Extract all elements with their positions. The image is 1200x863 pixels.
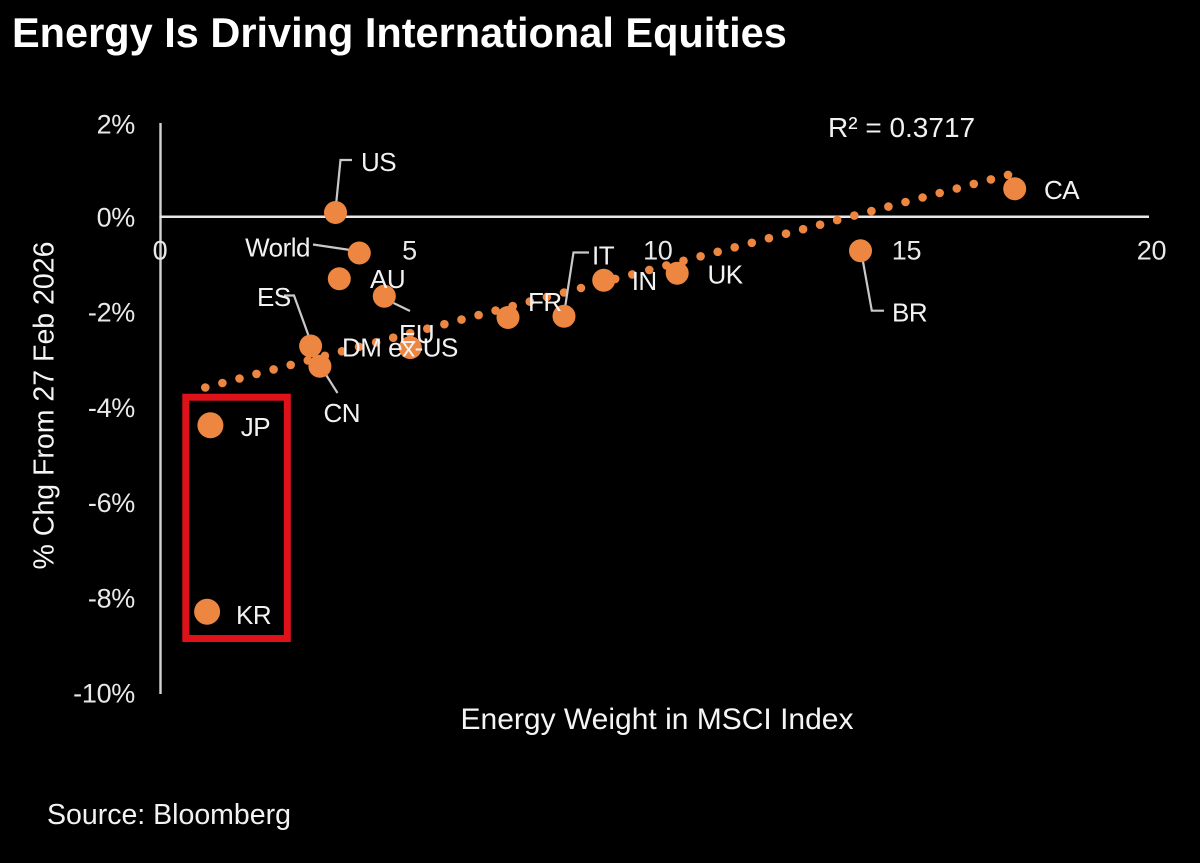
svg-text:CA: CA (1044, 175, 1080, 205)
svg-text:BR: BR (892, 298, 927, 328)
svg-text:-10%: -10% (73, 679, 135, 709)
svg-text:Source: Bloomberg: Source: Bloomberg (47, 799, 291, 831)
svg-text:% Chg From 27 Feb 2026: % Chg From 27 Feb 2026 (29, 242, 61, 570)
svg-text:-4%: -4% (88, 393, 135, 423)
svg-text:IT: IT (592, 241, 615, 271)
svg-text:DM ex-US: DM ex-US (342, 333, 458, 363)
svg-text:UK: UK (708, 260, 744, 290)
svg-text:KR: KR (236, 600, 271, 630)
svg-text:15: 15 (892, 236, 921, 266)
svg-text:-8%: -8% (88, 584, 135, 614)
svg-text:World: World (245, 233, 310, 263)
svg-text:10: 10 (643, 236, 672, 266)
svg-text:Energy Is Driving Internationa: Energy Is Driving International Equities (12, 9, 787, 56)
svg-text:20: 20 (1137, 236, 1166, 266)
svg-text:-6%: -6% (88, 488, 135, 518)
svg-text:CN: CN (324, 398, 361, 428)
svg-text:ES: ES (257, 282, 291, 312)
svg-text:US: US (361, 147, 396, 177)
svg-text:FR: FR (528, 287, 562, 317)
svg-text:2%: 2% (97, 110, 136, 140)
svg-text:JP: JP (241, 412, 270, 442)
svg-text:5: 5 (402, 236, 417, 266)
svg-text:EU: EU (399, 319, 434, 349)
svg-text:0: 0 (153, 236, 168, 266)
svg-text:AU: AU (370, 264, 405, 294)
svg-text:-2%: -2% (88, 298, 135, 328)
svg-text:R² = 0.3717: R² = 0.3717 (828, 112, 975, 143)
svg-text:Energy Weight in MSCI Index: Energy Weight in MSCI Index (461, 703, 854, 736)
svg-text:0%: 0% (97, 203, 136, 233)
svg-text:IN: IN (632, 266, 657, 296)
